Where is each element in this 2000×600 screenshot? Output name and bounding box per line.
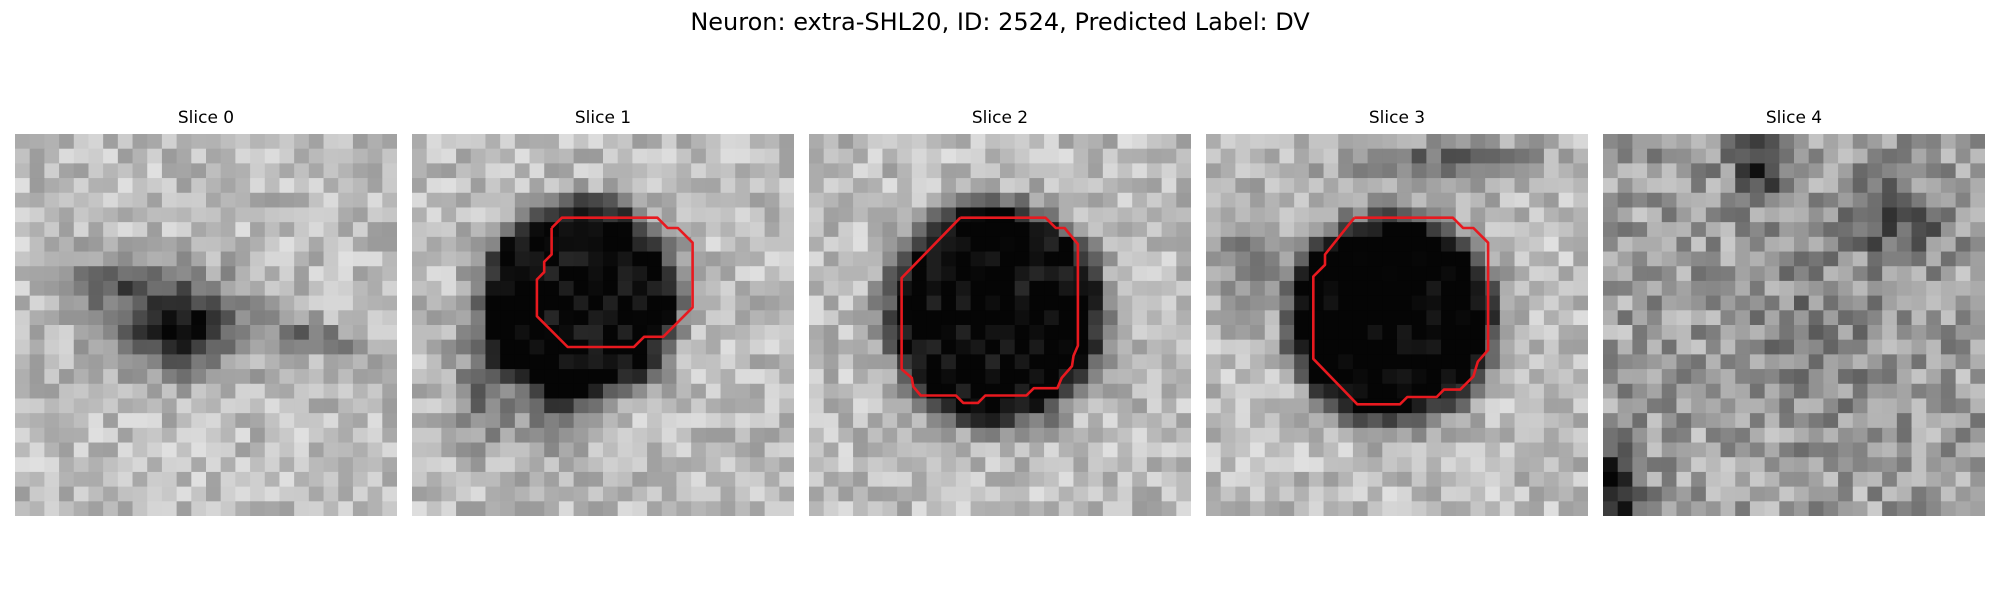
slice-image xyxy=(809,134,1191,516)
slice-image xyxy=(412,134,794,516)
figure-title: Neuron: extra-SHL20, ID: 2524, Predicted… xyxy=(690,8,1310,36)
slice-panel-4: Slice 4 xyxy=(1603,108,1985,516)
slice-title: Slice 2 xyxy=(971,108,1029,128)
slice-title: Slice 3 xyxy=(1368,108,1426,128)
pixel-grid xyxy=(1206,134,1588,516)
pixel-grid xyxy=(15,134,397,516)
slice-title: Slice 0 xyxy=(177,108,235,128)
slice-panel-2: Slice 2 xyxy=(809,108,1191,516)
slice-title: Slice 4 xyxy=(1765,108,1823,128)
segmentation-contour xyxy=(900,216,1080,405)
pixel-grid xyxy=(412,134,794,516)
pixel-grid xyxy=(1603,134,1985,516)
segmentation-contour xyxy=(535,216,694,349)
slice-image xyxy=(1206,134,1588,516)
slice-title: Slice 1 xyxy=(574,108,632,128)
segmentation-contour xyxy=(1312,216,1490,406)
slice-image xyxy=(15,134,397,516)
pixel-grid xyxy=(809,134,1191,516)
slice-image xyxy=(1603,134,1985,516)
slice-panel-0: Slice 0 xyxy=(15,108,397,516)
slice-panel-3: Slice 3 xyxy=(1206,108,1588,516)
slice-panel-1: Slice 1 xyxy=(412,108,794,516)
